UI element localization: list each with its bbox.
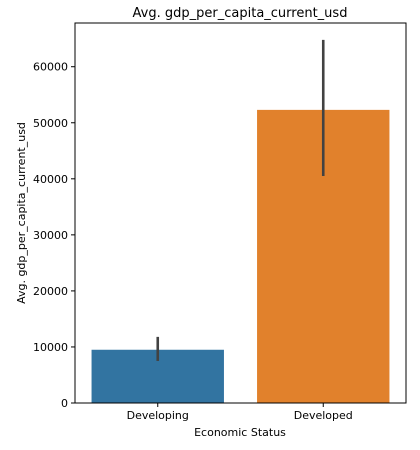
plot-area: Developing Developed 0 10000 20000 30000 40000… <box>33 22 407 422</box>
y-tick-label: 50000 <box>33 117 68 130</box>
y-tick-label: 0 <box>61 397 68 410</box>
y-tick-label: 10000 <box>33 341 68 354</box>
x-tick-label: Developed <box>294 409 353 422</box>
y-axis-label: Avg. gdp_per_capita_current_usd <box>15 122 28 304</box>
chart-title: Avg. gdp_per_capita_current_usd <box>133 6 348 21</box>
y-tick-label: 40000 <box>33 173 68 186</box>
x-axis-label: Economic Status <box>194 426 286 439</box>
plot-frame <box>74 22 407 404</box>
x-tick-label: Developing <box>127 409 189 422</box>
y-tick-label: 20000 <box>33 285 68 298</box>
y-tick-label: 30000 <box>33 229 68 242</box>
y-tick-label: 60000 <box>33 61 68 74</box>
